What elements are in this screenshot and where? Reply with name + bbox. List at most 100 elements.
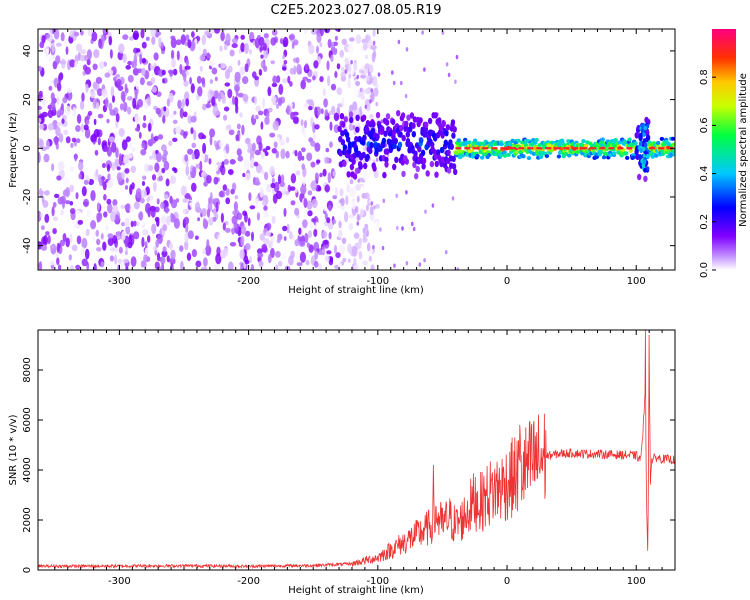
- spectrogram-noise-mark: [49, 244, 56, 249]
- spectrogram-noise-mark: [173, 110, 177, 115]
- spectrogram-noise-mark: [78, 173, 82, 180]
- spectrogram-noise-mark: [133, 231, 140, 240]
- spectrogram-noise-mark: [184, 65, 191, 70]
- spectrogram-signal-mark: [631, 155, 636, 160]
- spectrogram-noise-mark: [251, 142, 256, 152]
- spectrogram-signal-mark: [638, 141, 643, 146]
- spectrogram-signal-mark: [405, 138, 411, 145]
- spectrogram-noise-mark: [76, 235, 82, 245]
- spectrogram-signal-mark: [421, 163, 426, 170]
- spectrogram-noise-mark: [364, 54, 369, 60]
- spectrogram-noise-mark: [277, 174, 282, 185]
- spectrogram-noise-mark: [104, 224, 110, 231]
- spectrogram-noise-mark: [244, 43, 249, 54]
- spectrogram-noise-mark: [303, 120, 308, 129]
- spectrogram-noise-mark: [334, 71, 338, 78]
- spectrogram-noise-mark: [203, 181, 208, 187]
- spectrogram-noise-mark: [396, 225, 399, 231]
- spectrogram-noise-mark: [321, 139, 326, 147]
- spectrogram-noise-mark: [139, 53, 143, 65]
- spectrogram-noise-mark: [270, 182, 276, 189]
- spectrogram-signal-mark: [420, 149, 426, 156]
- spectrogram-noise-mark: [158, 175, 163, 182]
- spectrogram-noise-mark: [354, 122, 361, 128]
- spectrogram-noise-mark: [120, 103, 124, 111]
- spectrogram-noise-mark: [134, 127, 141, 132]
- spectrogram-signal-mark: [531, 151, 537, 156]
- spectrogram-noise-mark: [110, 86, 115, 97]
- spectrogram-noise-mark: [203, 257, 208, 267]
- colorbar-tick-label: 0.8: [699, 69, 710, 85]
- spectrogram-noise-mark: [224, 69, 231, 80]
- spectrogram-noise-mark: [305, 259, 310, 266]
- spectrogram-noise-mark: [254, 37, 260, 49]
- spectrogram-noise-mark: [300, 184, 307, 195]
- spectrogram-noise-mark: [370, 44, 377, 51]
- spectrogram-noise-mark: [283, 207, 287, 217]
- spectrogram-noise-mark: [237, 155, 244, 162]
- spectrogram-noise-mark: [254, 96, 257, 105]
- spectrogram-noise-mark: [98, 38, 103, 49]
- spectrogram-noise-mark: [45, 33, 50, 39]
- spectrogram-noise-mark: [259, 233, 265, 241]
- spectrogram-noise-mark: [179, 107, 184, 119]
- spectrogram-noise-mark: [313, 228, 318, 237]
- spectrogram-signal-mark: [441, 120, 446, 127]
- spectrogram-noise-mark: [118, 127, 125, 137]
- spectrogram-noise-mark: [157, 170, 163, 177]
- spectrogram-noise-mark: [209, 60, 215, 67]
- spectrogram-noise-mark: [195, 163, 200, 169]
- snr-x-axis-label: Height of straight line (km): [288, 585, 424, 596]
- spectrogram-noise-mark: [201, 170, 206, 177]
- spectrogram-noise-mark: [43, 153, 50, 163]
- spectrogram-signal-mark: [642, 159, 647, 165]
- y-tick-label: 8000: [22, 357, 33, 382]
- spectrogram-noise-mark: [324, 29, 331, 34]
- spectrogram-noise-mark: [405, 261, 409, 266]
- spectrogram-noise-mark: [140, 149, 147, 156]
- spectrogram-signal-mark: [604, 147, 609, 152]
- spectrogram-noise-mark: [294, 207, 300, 216]
- spectrogram-noise-mark: [282, 78, 288, 84]
- spectrogram-noise-mark: [44, 213, 50, 223]
- spectrogram-signal-mark: [640, 123, 645, 129]
- spectrogram-noise-mark: [175, 198, 180, 203]
- spectrogram-signal-mark: [433, 112, 438, 119]
- spectrogram-noise-mark: [364, 98, 371, 107]
- spectrogram-noise-mark: [322, 88, 326, 97]
- spectrogram-signal-mark: [546, 143, 551, 148]
- spectrogram-noise-mark: [215, 111, 221, 116]
- spectrogram-signal-mark: [516, 138, 521, 143]
- snr-marks: [38, 330, 675, 570]
- spectrogram-noise-mark: [162, 114, 166, 124]
- spectrogram-noise-mark: [106, 118, 110, 124]
- spectrogram-noise-mark: [84, 54, 88, 62]
- spectrogram-noise-mark: [81, 186, 87, 197]
- spectrogram-noise-mark: [202, 48, 207, 57]
- spectrogram-signal-mark: [544, 154, 550, 159]
- spectrogram-noise-mark: [296, 64, 302, 75]
- spectrogram-noise-mark: [360, 74, 367, 79]
- spectrogram-signal-mark: [418, 117, 423, 124]
- spectrogram-signal-mark: [639, 134, 643, 139]
- spectrogram-noise-mark: [144, 102, 148, 108]
- spectrogram-noise-mark: [348, 37, 355, 42]
- spectrogram-noise-mark: [379, 227, 382, 232]
- spectrogram-noise-mark: [234, 195, 239, 200]
- spectrogram-noise-mark: [161, 69, 166, 76]
- spectrogram-noise-mark: [334, 264, 340, 270]
- spectrogram-signal-mark: [385, 113, 391, 120]
- spectrogram-noise-mark: [286, 105, 290, 115]
- y-tick-label: 20: [22, 93, 33, 106]
- spectrogram-noise-mark: [202, 142, 207, 154]
- spectrogram-noise-mark: [269, 132, 276, 138]
- spectrogram-noise-mark: [314, 142, 321, 152]
- spectrogram-noise-mark: [155, 239, 159, 248]
- spectrogram-noise-mark: [277, 260, 283, 267]
- spectrogram-noise-mark: [369, 99, 372, 104]
- spectrogram-noise-mark: [215, 201, 219, 212]
- spectrogram-noise-mark: [153, 135, 159, 142]
- spectrogram-noise-mark: [58, 133, 64, 143]
- spectrogram-noise-mark: [185, 98, 190, 107]
- spectrogram-noise-mark: [130, 256, 137, 267]
